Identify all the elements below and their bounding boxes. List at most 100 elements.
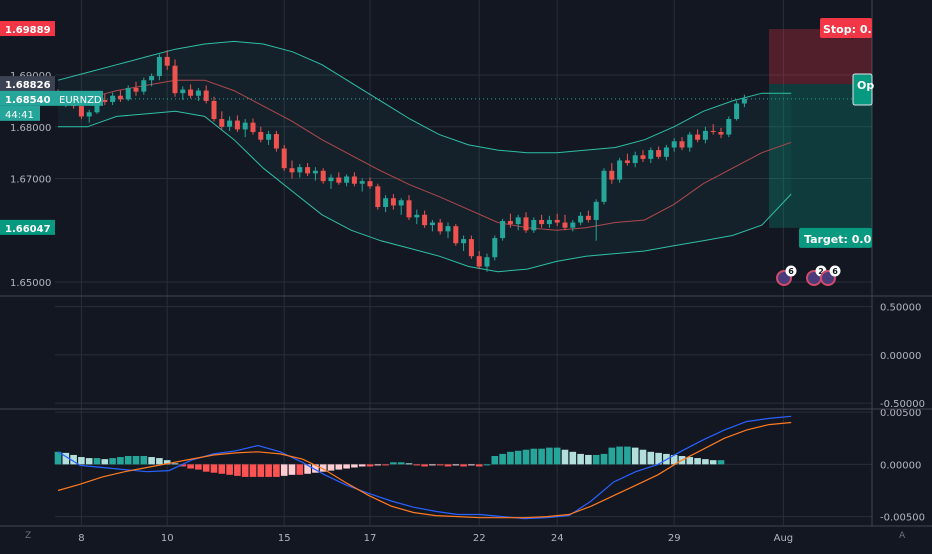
candle-40 (367, 177, 373, 189)
macd-histogram-bar-58 (507, 451, 514, 465)
macd-histogram-bar-20 (210, 464, 218, 473)
candle-12 (149, 73, 155, 87)
candle-30 (289, 160, 295, 179)
candle-body-76 (648, 150, 654, 159)
event-badge-0[interactable]: 6 (776, 265, 797, 286)
candle-body-39 (359, 181, 365, 184)
candle-47 (422, 210, 428, 228)
price-label-bg-3 (0, 219, 55, 235)
candle-66 (570, 219, 576, 232)
candle-body-33 (312, 170, 318, 174)
candle-body-17 (188, 89, 194, 96)
macd-histogram-bar-40 (366, 464, 374, 467)
candle-body-52 (461, 239, 467, 244)
candle-body-24 (242, 122, 248, 130)
open-label-bg (852, 73, 873, 106)
macd-histogram-bar-6 (101, 459, 109, 465)
candle-body-51 (453, 226, 459, 244)
candle-61 (531, 217, 537, 233)
macd-histogram-bar-0 (54, 451, 62, 465)
timezone-button[interactable]: Z (25, 531, 32, 541)
candle-49 (437, 218, 443, 235)
candle-body-60 (523, 217, 529, 231)
macd-histogram-bar-26 (257, 464, 265, 477)
event-badge-2[interactable]: 6 (820, 265, 841, 286)
candle-body-42 (383, 198, 389, 208)
candle-72 (617, 157, 623, 183)
candle-body-72 (617, 160, 623, 180)
macd-histogram-bar-77 (655, 452, 662, 465)
candle-body-64 (554, 219, 560, 223)
candle-body-22 (227, 120, 233, 127)
macd-histogram-bar-69 (592, 454, 600, 465)
candle-21 (219, 111, 225, 130)
macd-histogram-bar-23 (234, 464, 241, 476)
stop-label-bg (820, 18, 872, 39)
x-tick-label-3: 17 (364, 533, 377, 544)
symbol-label-bg (55, 90, 103, 106)
macd-y-tick-2: -0.00500 (880, 513, 925, 524)
macd-histogram-bar-65 (561, 449, 569, 465)
macd-histogram-bar-83 (702, 459, 709, 465)
macd-histogram-bar-49 (436, 464, 444, 466)
candle-56 (492, 235, 498, 261)
candle-68 (585, 210, 591, 223)
macd-histogram-bar-12 (148, 457, 155, 465)
candle-body-38 (351, 176, 357, 184)
candle-34 (320, 168, 326, 184)
x-tick-label-7: Aug (774, 533, 794, 544)
candle-body-18 (195, 90, 201, 96)
macd-histogram-bar-85 (717, 460, 725, 465)
target-label: Target: 0.0 (804, 233, 872, 246)
candle-32 (305, 163, 311, 176)
macd-histogram-bar-32 (304, 464, 311, 474)
candle-body-66 (570, 222, 576, 228)
candle-50 (445, 222, 451, 239)
macd-histogram-bar-84 (709, 460, 717, 465)
macd-histogram-bar-72 (616, 446, 623, 465)
candle-body-83 (702, 130, 708, 140)
candle-body-6 (102, 99, 108, 102)
candle-body-28 (273, 134, 279, 149)
event-badge-1[interactable]: 2 (806, 265, 827, 286)
candle-body-4 (86, 112, 92, 117)
candle-body-32 (305, 167, 311, 174)
macd-histogram-bar-13 (156, 458, 163, 465)
candle-82 (695, 129, 701, 143)
candle-36 (336, 172, 342, 185)
candle-body-79 (671, 141, 677, 148)
candle-19 (203, 85, 209, 104)
candle-body-88 (741, 98, 747, 104)
auto-scale-button[interactable]: A (899, 531, 906, 541)
macd-histogram-bar-21 (218, 464, 226, 474)
macd-histogram-bar-37 (343, 464, 350, 469)
candle-body-34 (320, 170, 326, 182)
candle-body-13 (156, 56, 162, 77)
macd-histogram-bar-31 (296, 464, 304, 475)
candle-body-45 (406, 200, 412, 218)
candle-body-35 (328, 177, 334, 182)
macd-histogram-bar-57 (499, 453, 506, 465)
candle-body-30 (289, 168, 295, 173)
candle-body-21 (219, 119, 225, 127)
candle-body-40 (367, 181, 373, 187)
price-label-1: 1.68826 (5, 80, 51, 91)
candle-body-55 (484, 257, 490, 267)
macd-histogram-bar-38 (351, 464, 358, 468)
macd-histogram-bar-53 (468, 464, 475, 466)
candle-63 (546, 215, 552, 228)
candle-25 (250, 118, 256, 135)
candle-body-7 (110, 95, 116, 102)
candle-43 (390, 194, 396, 210)
price-y-tick-2: 1.67000 (10, 175, 51, 186)
candle-20 (211, 96, 217, 122)
candle-body-87 (734, 103, 740, 120)
candle-18 (195, 87, 201, 101)
candle-body-57 (500, 220, 506, 239)
price-label-0: 1.69889 (5, 25, 51, 36)
stop-label: Stop: 0. (823, 23, 872, 36)
macd-histogram-bar-17 (187, 464, 194, 469)
open-label: Op (857, 79, 874, 92)
